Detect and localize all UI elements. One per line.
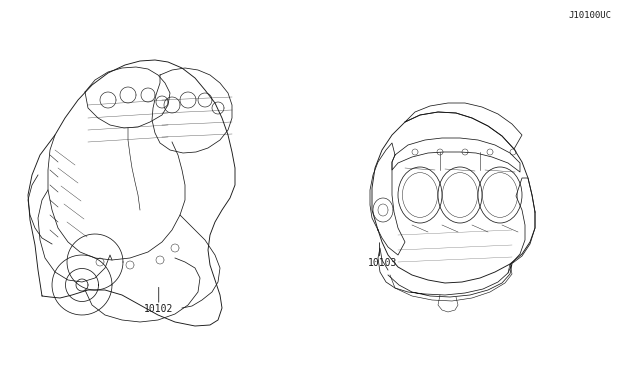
Text: J10100UC: J10100UC bbox=[568, 12, 611, 20]
Text: 10103: 10103 bbox=[368, 258, 397, 268]
Text: 10102: 10102 bbox=[144, 304, 173, 314]
